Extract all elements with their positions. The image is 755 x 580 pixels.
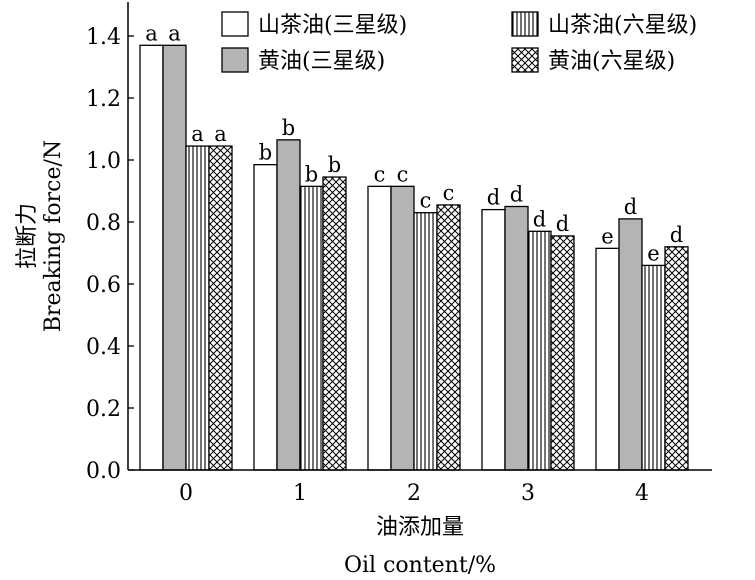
- significance-letter: a: [191, 122, 204, 146]
- significance-letter: d: [624, 195, 637, 219]
- bar: [436, 204, 461, 471]
- legend-swatch: [221, 47, 249, 73]
- bar: [162, 44, 187, 471]
- bar: [208, 145, 233, 471]
- significance-letter: c: [397, 162, 409, 186]
- legend-label: 山茶油(三星级): [258, 13, 407, 38]
- x-tick-label: 1: [293, 481, 307, 506]
- bar: [413, 212, 438, 471]
- bar: [481, 208, 506, 471]
- bar: [550, 235, 575, 471]
- bar: [299, 185, 324, 471]
- y-tick-label: 1.0: [86, 149, 121, 174]
- y-tick-label: 1.2: [86, 87, 121, 112]
- x-tick-label: 0: [179, 481, 193, 506]
- bar: [276, 139, 301, 471]
- bar: [595, 247, 620, 471]
- significance-letter: a: [214, 122, 227, 146]
- y-tick-label: 0.0: [86, 459, 121, 484]
- legend-swatch: [511, 11, 539, 37]
- bar: [185, 145, 210, 471]
- x-axis-label-cn: 油添加量: [376, 515, 464, 540]
- significance-letter: d: [533, 207, 546, 231]
- legend-swatch: [511, 47, 539, 73]
- significance-letter: e: [601, 224, 613, 248]
- legend: 山茶油(三星级) 山茶油(六星级) 黄油(三星级) 黄油(六星级): [221, 11, 697, 74]
- significance-letter: d: [487, 186, 500, 210]
- bar: [527, 230, 552, 471]
- legend-swatch: [221, 11, 249, 37]
- bar: [618, 218, 643, 471]
- significance-letter: a: [145, 21, 158, 45]
- bar: [253, 163, 278, 471]
- x-tick-label: 3: [521, 481, 535, 506]
- significance-letter: e: [647, 241, 659, 265]
- y-axis-label-cn: 拉断力: [15, 203, 40, 269]
- legend-label: 黄油(六星级): [548, 49, 675, 74]
- bar: [139, 44, 164, 471]
- significance-letter: d: [510, 183, 523, 207]
- y-tick-label: 1.4: [86, 25, 121, 50]
- x-axis-label-en: Oil content/%: [344, 553, 496, 578]
- significance-letter: a: [168, 21, 181, 45]
- y-axis-label-en: Breaking force/N: [41, 140, 66, 332]
- legend-label: 山茶油(六星级): [548, 13, 697, 38]
- x-tick-label: 2: [407, 481, 421, 506]
- significance-letter: b: [328, 153, 341, 177]
- y-tick-label: 0.6: [86, 273, 121, 298]
- significance-letter: b: [282, 116, 295, 140]
- bar: [664, 246, 689, 471]
- y-tick-label: 0.4: [86, 335, 121, 360]
- bars-layer: [139, 44, 689, 471]
- legend-label: 黄油(三星级): [258, 49, 385, 74]
- significance-letter: c: [420, 189, 432, 213]
- significance-letter: d: [670, 223, 683, 247]
- bar: [504, 205, 529, 471]
- x-ticks: 0 1 2 3 4: [179, 481, 649, 506]
- y-tick-label: 0.2: [86, 397, 121, 422]
- x-tick-label: 4: [635, 481, 649, 506]
- significance-letter: b: [259, 141, 272, 165]
- significance-letter: b: [305, 162, 318, 186]
- y-tick-label: 0.8: [86, 211, 121, 236]
- bar: [322, 176, 347, 471]
- significance-letter: d: [556, 212, 569, 236]
- bar: [641, 264, 666, 471]
- bar: [390, 185, 415, 471]
- axes: [127, 2, 712, 471]
- significance-letter: c: [443, 181, 455, 205]
- significance-letter: c: [374, 162, 386, 186]
- y-ticks: 0.0 0.2 0.4 0.6 0.8 1.0 1.2 1.4: [86, 25, 134, 484]
- bar: [367, 185, 392, 471]
